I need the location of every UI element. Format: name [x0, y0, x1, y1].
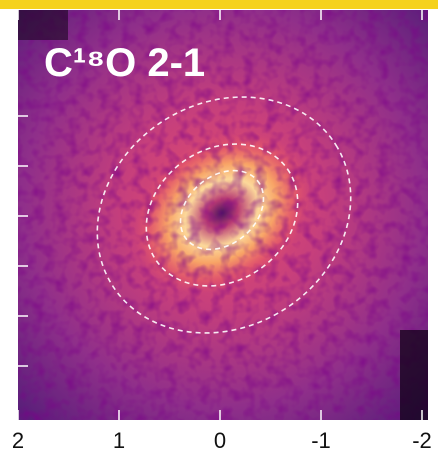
- noise: [18, 10, 428, 420]
- top-band: [0, 0, 438, 9]
- dark-corner: [18, 10, 68, 40]
- x-tick-label: 0: [214, 428, 226, 453]
- x-tick-label: 2: [12, 428, 24, 453]
- left-ticks: [18, 115, 28, 367]
- x-tick-label: -2: [412, 428, 432, 453]
- contour: [96, 96, 352, 334]
- contour: [179, 169, 265, 251]
- panel-title: C¹⁸O 2-1: [44, 41, 205, 85]
- x-tick-label: -1: [311, 428, 331, 453]
- x-tick-label: 1: [113, 428, 125, 453]
- map: C¹⁸O 2-1: [18, 10, 428, 420]
- contour: [145, 143, 299, 287]
- dark-corner: [400, 330, 428, 420]
